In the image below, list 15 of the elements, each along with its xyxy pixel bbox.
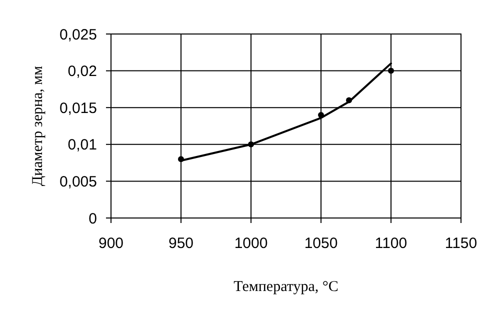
x-tick-label: 1050 (304, 235, 338, 252)
y-tick-label: 0,015 (59, 100, 97, 117)
y-tick-label: 0,025 (59, 26, 97, 44)
x-tick-label: 1000 (234, 235, 268, 252)
point (388, 68, 394, 74)
y-tick-label: 0,01 (68, 136, 97, 154)
y-tick-label: 0 (88, 210, 97, 228)
y-axis-title: Диаметр зерна, мм (30, 65, 46, 186)
y-tick-label: 0,02 (68, 63, 97, 80)
x-tick-label: 1100 (374, 235, 408, 252)
x-tick-label: 950 (168, 235, 194, 252)
x-tick-label: 1150 (444, 235, 478, 252)
x-axis-title: Температура, °C (234, 279, 338, 295)
x-tick-label: 900 (98, 235, 124, 252)
y-tick-label: 0,005 (59, 173, 97, 190)
